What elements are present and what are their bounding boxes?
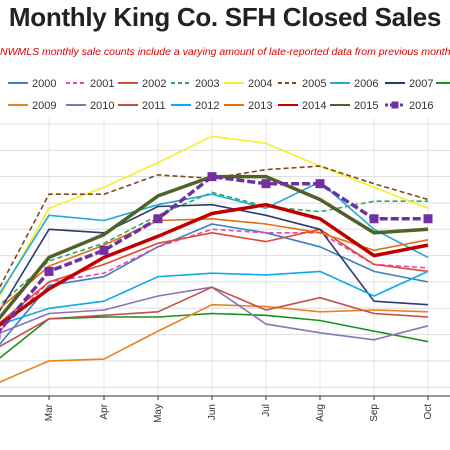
data-point: [99, 245, 109, 255]
legend-label: 2012: [195, 100, 219, 112]
x-tick-label: Apr: [99, 403, 110, 419]
data-point: [423, 214, 433, 224]
series-line: [0, 135, 429, 298]
series-line: [0, 286, 429, 348]
legend-label: 2005: [302, 78, 326, 90]
series-line: [0, 228, 429, 324]
series-line: [0, 174, 428, 333]
series-line: [0, 202, 429, 327]
legend-label: 2003: [195, 78, 219, 90]
x-tick-label: Oct: [423, 404, 434, 420]
legend-label: 2011: [142, 100, 166, 112]
legend-label: 2010: [90, 100, 114, 112]
x-tick-label: May: [153, 404, 164, 423]
data-point: [261, 179, 271, 189]
legend-label: 2004: [248, 78, 272, 90]
legend-label: 2002: [142, 78, 166, 90]
data-point: [369, 214, 379, 224]
x-tick-label: Jun: [207, 404, 218, 420]
x-tick-label: Aug: [315, 404, 326, 422]
legend-label: 2015: [354, 100, 378, 112]
x-tick-label: Mar: [44, 403, 55, 421]
legend-label: 2016: [409, 100, 433, 112]
series-line: [0, 181, 429, 295]
data-point: [153, 214, 163, 224]
legend-marker: [391, 101, 399, 109]
chart-title: Monthly King Co. SFH Closed Sales: [8, 2, 442, 32]
series-line: [0, 312, 429, 359]
legend-label: 2001: [90, 78, 114, 90]
chart-subtitle: NWMLS monthly sale counts include a vary…: [0, 46, 450, 58]
legend-label: 2006: [354, 78, 378, 90]
series-line: [0, 303, 429, 383]
legend-label: 2000: [32, 78, 56, 90]
series-line: [0, 165, 429, 289]
series-line: [0, 270, 429, 326]
legend-label: 2014: [302, 100, 326, 112]
data-point: [44, 266, 54, 276]
x-tick-label: Sep: [369, 404, 380, 422]
data-point: [315, 179, 325, 189]
x-tick-label: Feb: [0, 404, 2, 422]
series-line: [0, 223, 429, 346]
legend-label: 2007: [409, 78, 433, 90]
legend-label: 2009: [32, 100, 56, 112]
series-line: [0, 203, 429, 312]
x-tick-label: Jul: [261, 404, 272, 417]
series-line: [0, 191, 428, 306]
legend-label: 2013: [248, 100, 272, 112]
data-point: [0, 330, 1, 340]
data-point: [207, 172, 217, 182]
